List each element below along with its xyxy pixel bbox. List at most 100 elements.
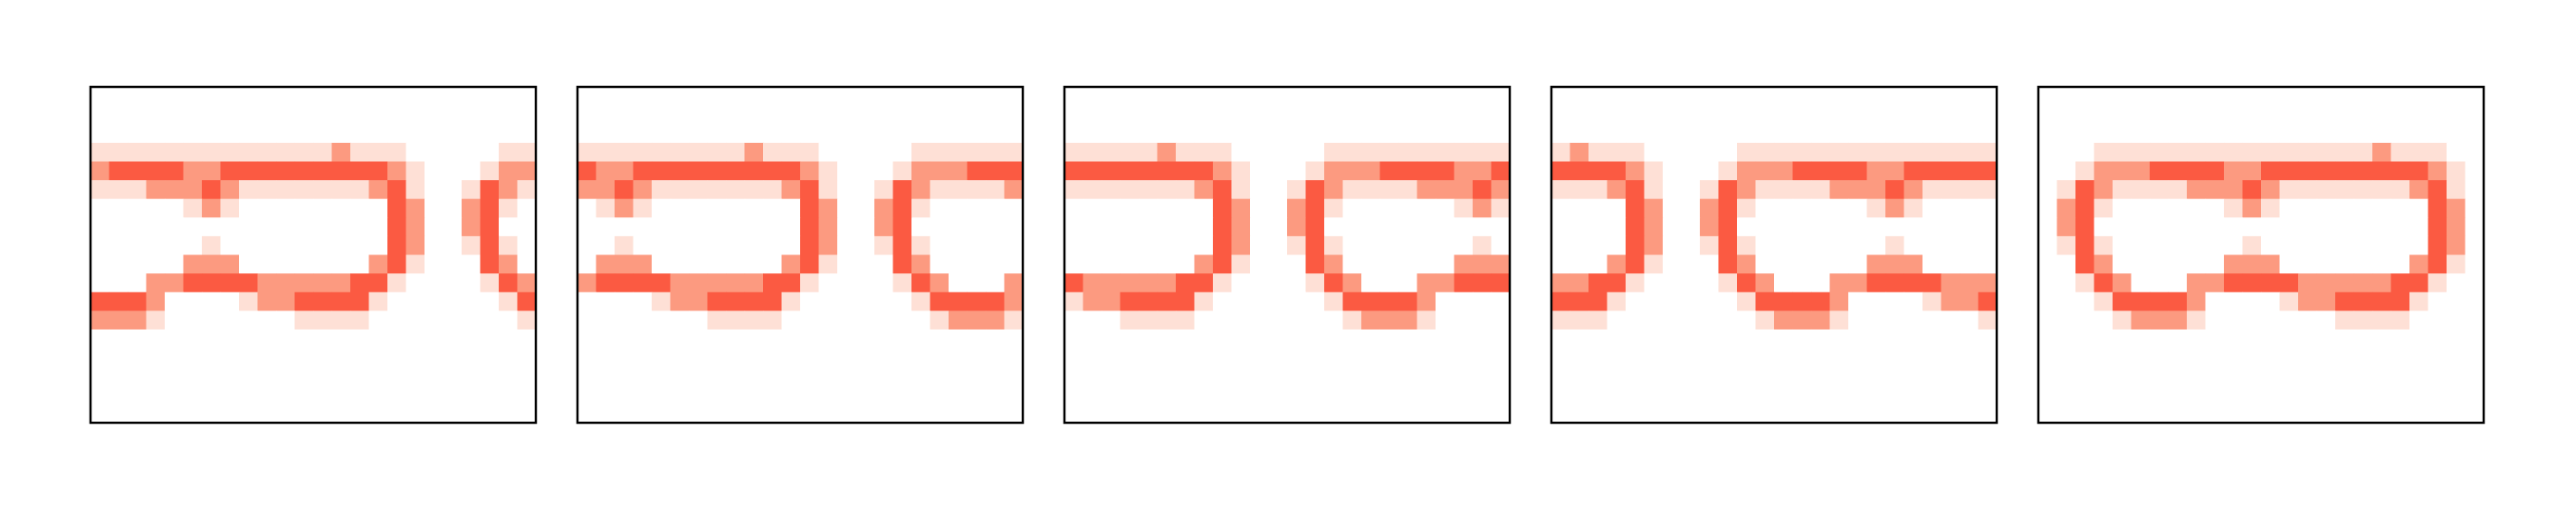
heatmap-cell [2465,385,2485,405]
heatmap-cell [1157,254,1177,274]
heatmap-cell [165,105,185,125]
heatmap-cell [257,348,277,368]
heatmap-cell [892,329,912,349]
heatmap-cell [1737,161,1757,181]
heatmap-cell [1454,348,1474,368]
heatmap-cell [874,404,894,424]
heatmap-cell [239,273,259,293]
heatmap-cell [1607,87,1627,107]
heatmap-cell [1083,161,1102,181]
heatmap-cell [165,273,185,293]
heatmap-cell [1792,311,1812,330]
heatmap-cell [1644,273,1664,293]
heatmap-cell [257,329,277,349]
heatmap-cell [405,235,425,256]
heatmap-cell [1004,273,1024,293]
heatmap-cell [1681,124,1701,144]
heatmap-cell [1250,311,1270,330]
heatmap-cell [1885,105,1905,125]
heatmap-cell [1626,198,1646,218]
heatmap-cell [911,404,931,424]
heatmap-cell [239,180,259,200]
heatmap-cell [1417,329,1436,349]
heatmap-cell [313,124,333,144]
heatmap-cell [1176,180,1196,200]
heatmap-cell [1811,105,1831,125]
heatmap-cell [2038,235,2058,256]
heatmap-cell [202,254,222,274]
heatmap-cell [2168,105,2188,125]
heatmap-cell [443,124,463,144]
heatmap-cell [1829,367,1849,387]
heatmap-cell [1102,105,1121,125]
heatmap-cell [239,311,259,330]
heatmap-cell [1774,217,1794,237]
heatmap-cell [930,329,949,349]
heatmap-cell [1829,105,1849,125]
heatmap-cell [652,198,672,218]
heatmap-cell [892,273,912,293]
heatmap-cell [2224,180,2244,200]
heatmap-cell [1607,180,1627,200]
heatmap-cell [405,180,425,200]
heatmap-cell [1268,311,1288,330]
heatmap-cell [1866,198,1886,218]
heatmap-cell [1941,142,1961,163]
heatmap-cell [2279,404,2299,424]
heatmap-cell [1978,217,1998,237]
heatmap-cell [128,105,148,125]
heatmap-cell [2224,217,2244,237]
heatmap-cell [1417,404,1436,424]
heatmap-cell [2353,142,2373,163]
heatmap-cell [1436,348,1455,368]
heatmap-cell [480,329,500,349]
heatmap-cell [670,87,690,107]
heatmap-cell [220,367,240,387]
heatmap-cell [462,367,482,387]
heatmap-cell [855,348,875,368]
heatmap-cell [1737,273,1757,293]
heatmap-cell [2298,273,2318,293]
heatmap-cell [2261,124,2281,144]
heatmap-cell [1829,217,1849,237]
heatmap-cell [1774,329,1794,349]
heatmap-cell [2056,105,2076,125]
heatmap-cell [405,329,425,349]
heatmap-cell [1176,161,1196,181]
heatmap-cell [2447,180,2466,200]
heatmap-cell [689,385,709,405]
heatmap-cell [1231,198,1251,218]
heatmap-cell [2242,87,2262,107]
heatmap-cell [1491,291,1511,311]
heatmap-cell [1268,217,1288,237]
heatmap-cell [499,142,519,163]
heatmap-cell [633,291,653,311]
heatmap-cell [1903,385,1923,405]
heatmap-cell [800,235,820,256]
heatmap-cell [1978,235,1998,256]
heatmap-cell [818,124,838,144]
heatmap-cell [615,142,634,163]
heatmap-cell [855,161,875,181]
heatmap-cell [1718,385,1738,405]
heatmap-cell [1903,329,1923,349]
heatmap-cell [1213,142,1233,163]
heatmap-cell [837,329,857,349]
heatmap-cell [1718,161,1738,181]
heatmap-cell [2205,348,2225,368]
heatmap-cell [2409,87,2429,107]
heatmap-cell [1139,161,1159,181]
heatmap-cell [313,142,333,163]
heatmap-cell [1718,367,1738,387]
heatmap-cell [443,87,463,107]
heatmap-cell [331,311,351,330]
heatmap-cell [350,404,370,424]
heatmap-cell [1213,161,1233,181]
heatmap-cell [1960,217,1980,237]
heatmap-cell [1454,291,1474,311]
heatmap-cell [763,180,783,200]
heatmap-cell [1792,367,1812,387]
heatmap-cell [1398,348,1418,368]
heatmap-cell [1398,404,1418,424]
heatmap-cell [892,348,912,368]
